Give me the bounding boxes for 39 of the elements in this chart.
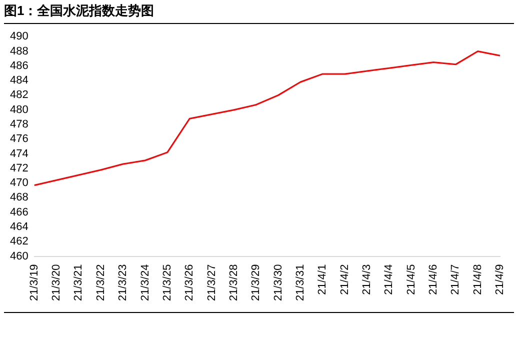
y-tick-label: 472 (10, 162, 28, 174)
x-tick-label: 21/3/24 (139, 264, 152, 301)
y-tick-label: 488 (10, 45, 28, 58)
x-tick-label: 21/4/9 (494, 264, 506, 295)
x-tick-label: 21/3/19 (28, 264, 40, 301)
x-tick-label: 21/4/7 (450, 264, 462, 295)
x-tick-label: 21/4/1 (316, 264, 329, 295)
y-tick-label: 486 (10, 60, 28, 72)
x-tick-label: 21/3/30 (272, 264, 284, 301)
x-tick-label: 21/3/26 (184, 264, 196, 301)
x-tick-label: 21/3/27 (206, 264, 218, 301)
y-tick-label: 474 (10, 148, 28, 160)
x-tick-label: 21/3/20 (50, 264, 63, 301)
y-tick-label: 482 (10, 89, 28, 102)
y-tick-label: 466 (10, 206, 28, 218)
y-tick-label: 470 (10, 177, 28, 190)
x-tick-label: 21/4/4 (383, 264, 396, 295)
y-tick-label: 478 (10, 118, 28, 131)
y-tick-label: 468 (10, 192, 28, 204)
x-tick-label: 21/4/6 (428, 264, 440, 295)
y-tick-label: 464 (10, 221, 28, 234)
y-tick-label: 476 (10, 133, 28, 146)
y-tick-label: 490 (10, 30, 28, 43)
x-tick-label: 21/4/5 (405, 264, 418, 295)
x-tick-label: 21/3/29 (250, 264, 262, 301)
x-tick-label: 21/3/31 (294, 264, 306, 301)
y-tick-label: 480 (10, 104, 28, 116)
x-tick-label: 21/3/22 (94, 264, 107, 301)
y-tick-label: 462 (10, 236, 28, 248)
y-tick-label: 460 (10, 250, 28, 262)
y-tick-label: 484 (10, 74, 28, 87)
x-tick-label: 21/3/23 (117, 264, 130, 301)
x-tick-label: 21/4/2 (338, 264, 351, 295)
chart-title: 图1：全国水泥指数走势图 (4, 2, 514, 24)
x-tick-label: 21/3/28 (228, 264, 240, 301)
x-tick-label: 21/4/8 (472, 264, 484, 295)
x-tick-label: 21/3/25 (161, 264, 174, 301)
x-tick-label: 21/4/3 (360, 264, 373, 295)
x-tick-label: 21/3/21 (72, 264, 85, 301)
